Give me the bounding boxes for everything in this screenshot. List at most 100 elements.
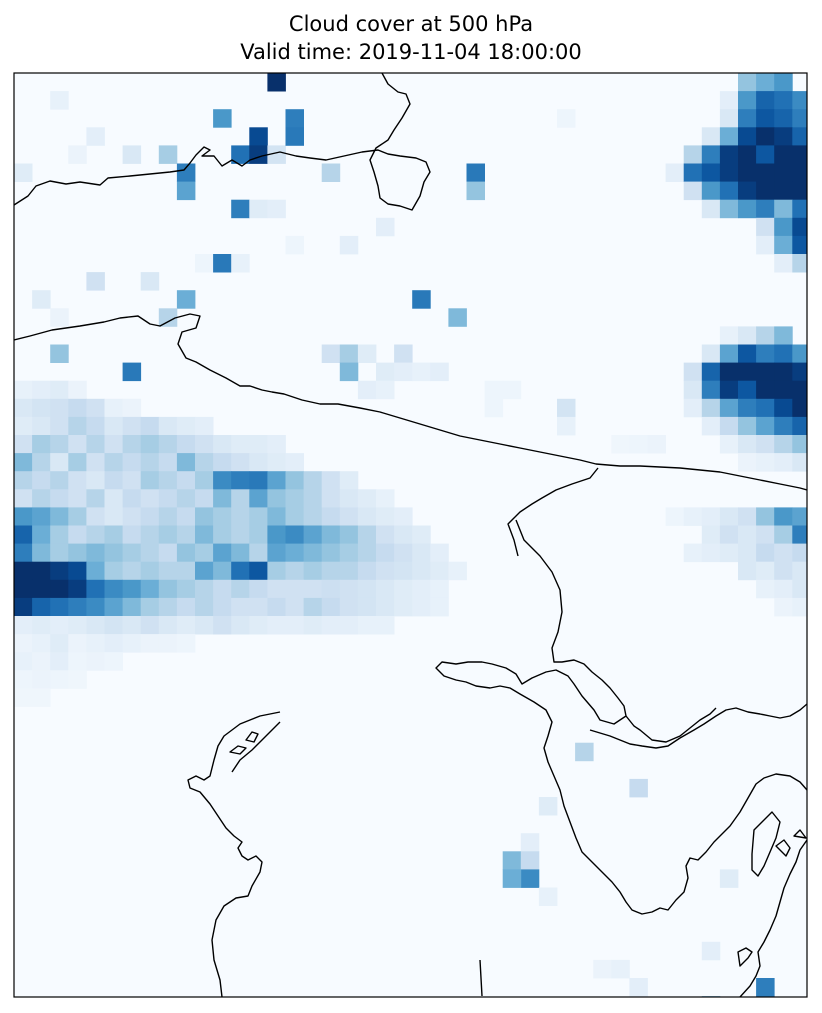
cloud-cell	[792, 145, 807, 164]
cloud-cell	[158, 308, 178, 327]
cloud-cell	[376, 543, 395, 563]
cloud-cell	[50, 398, 69, 418]
cloud-cell	[774, 398, 793, 418]
cloud-cell	[774, 199, 793, 219]
cloud-cell	[756, 561, 775, 581]
cloud-cell	[593, 959, 612, 979]
cloud-cell	[68, 616, 87, 635]
cloud-cell	[321, 543, 341, 563]
cloud-cell	[86, 471, 105, 490]
cloud-cell	[774, 543, 793, 563]
cloud-cell	[303, 561, 323, 581]
cloud-cell	[86, 453, 105, 472]
cloud-cell	[213, 616, 232, 635]
cloud-cell	[430, 543, 449, 563]
cloud-cell	[32, 416, 51, 436]
cloud-cell	[357, 489, 377, 508]
cloud-cell	[50, 579, 69, 599]
cloud-cell	[122, 616, 142, 635]
cloud-cell	[14, 561, 33, 581]
cloud-cell	[683, 543, 703, 563]
cloud-cell	[756, 453, 775, 472]
cloud-cell	[176, 543, 196, 563]
cloud-cell	[321, 579, 341, 599]
cloud-cell	[738, 145, 757, 164]
cloud-cell	[502, 869, 522, 888]
cloud-cell	[738, 525, 757, 544]
cloud-cell	[32, 471, 51, 490]
cloud-cell	[756, 543, 775, 563]
map-title: Cloud cover at 500 hPa Valid time: 2019-…	[0, 10, 822, 66]
cloud-cell	[195, 489, 214, 508]
cloud-cell	[357, 543, 377, 563]
cloud-cell	[376, 362, 395, 382]
cloud-cell	[774, 181, 793, 201]
cloud-cell	[376, 597, 395, 617]
cloud-cell	[774, 145, 793, 164]
cloud-cell	[412, 525, 431, 544]
cloud-cell	[719, 199, 739, 219]
cloud-cell	[104, 525, 123, 544]
cloud-cell	[575, 742, 594, 762]
cloud-cell	[719, 416, 739, 436]
cloud-cell	[68, 634, 87, 653]
cloud-cell	[339, 597, 359, 617]
cloud-cell	[104, 543, 123, 563]
cloud-cell	[701, 163, 721, 182]
cloud-cell	[158, 145, 178, 164]
cloud-cell	[68, 525, 87, 544]
cloud-cell	[140, 543, 160, 563]
cloud-cell	[774, 217, 793, 237]
cloud-cell	[231, 489, 250, 508]
cloud-cell	[285, 561, 304, 581]
cloud-cell	[738, 73, 757, 92]
cloud-cell	[50, 670, 69, 689]
cloud-cell	[140, 616, 160, 635]
cloud-cell	[104, 561, 123, 581]
cloud-cell	[484, 380, 504, 400]
cloud-cell	[122, 145, 142, 164]
cloud-cell	[86, 634, 105, 653]
cloud-cell	[738, 344, 757, 363]
cloud-cell	[738, 507, 757, 526]
cloud-cell	[756, 380, 775, 400]
cloud-cell	[32, 543, 51, 563]
cloud-cell	[738, 561, 757, 581]
cloud-cell	[140, 489, 160, 508]
cloud-cell	[140, 272, 160, 291]
cloud-cell	[14, 435, 33, 454]
cloud-cell	[683, 145, 703, 164]
cloud-cell	[122, 489, 142, 508]
cloud-cell	[213, 507, 232, 526]
cloud-cell	[140, 416, 160, 436]
cloud-cell	[792, 579, 807, 599]
cloud-cell	[339, 489, 359, 508]
cloud-cell	[14, 525, 33, 544]
cloud-cell	[792, 199, 807, 219]
cloud-cell	[267, 507, 286, 526]
cloud-cell	[231, 525, 250, 544]
cloud-cell	[792, 507, 807, 526]
cloud-cell	[68, 670, 87, 689]
cloud-cell	[68, 652, 87, 671]
cloud-cell	[412, 290, 431, 309]
cloud-cell	[321, 344, 341, 363]
cloud-cell	[719, 869, 739, 888]
cloud-cell	[719, 543, 739, 563]
cloud-cell	[719, 435, 739, 454]
cloud-cell	[68, 380, 87, 400]
cloud-cell	[50, 507, 69, 526]
cloud-cell	[376, 525, 395, 544]
cloud-cell	[231, 543, 250, 563]
cloud-cell	[50, 380, 69, 400]
cloud-cell	[774, 380, 793, 400]
cloud-cell	[176, 507, 196, 526]
cloud-cell	[339, 344, 359, 363]
cloud-cell	[792, 254, 807, 273]
cloud-cell	[484, 398, 504, 418]
cloud-cell	[122, 453, 142, 472]
cloud-cell	[774, 561, 793, 581]
cloud-cell	[32, 507, 51, 526]
cloud-cell	[50, 561, 69, 581]
cloud-cell	[502, 380, 522, 400]
